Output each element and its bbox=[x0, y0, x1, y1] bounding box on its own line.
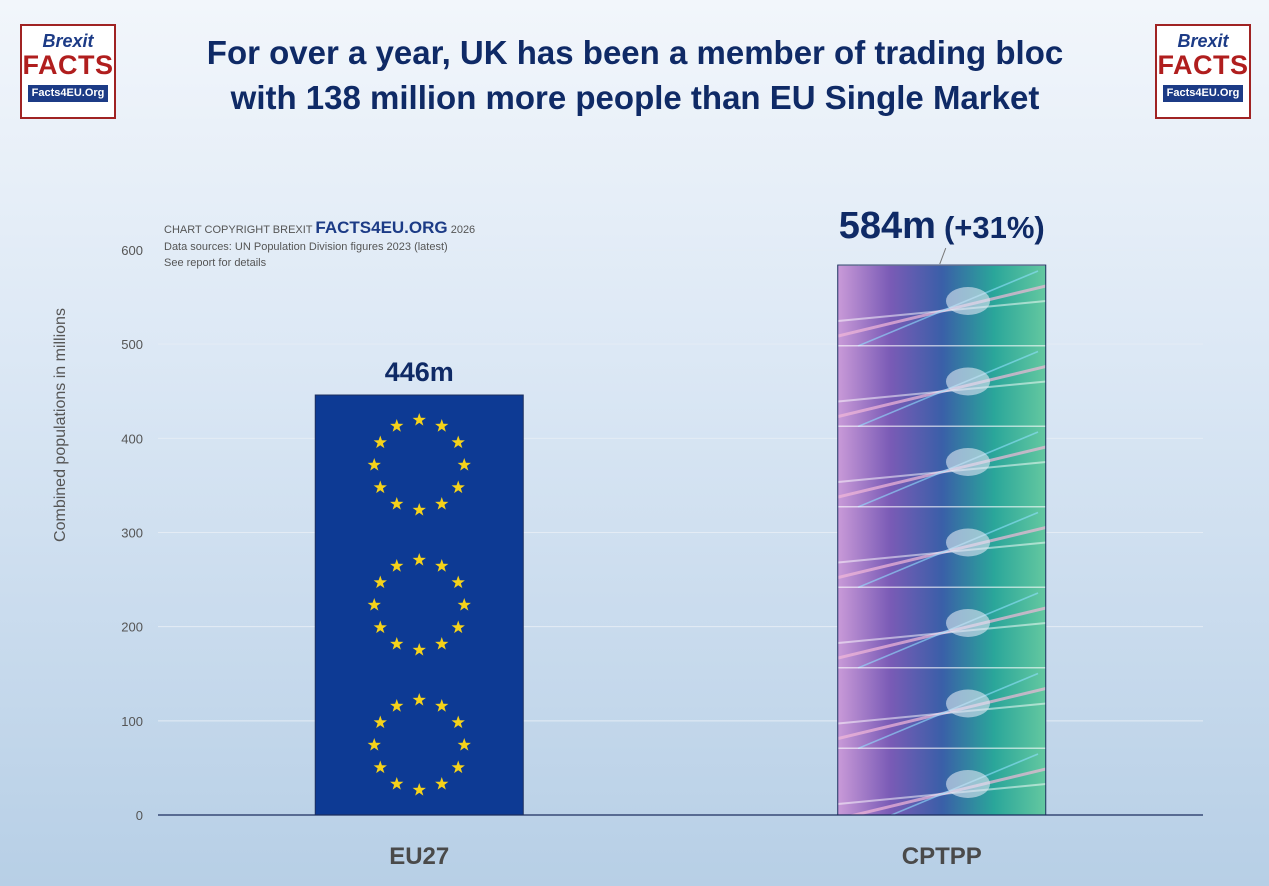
x-axis-ticks: EU27 CPTPP bbox=[389, 843, 982, 870]
eu-star-icon bbox=[412, 413, 426, 426]
logo-facts-text: FACTS bbox=[22, 50, 114, 80]
eu-star-icon bbox=[435, 776, 449, 790]
eu-star-icon bbox=[457, 598, 471, 611]
eu-star-icon bbox=[412, 553, 426, 566]
logo-url-text: Facts4EU.Org bbox=[28, 85, 108, 102]
bar-cptpp bbox=[837, 264, 1047, 816]
eu-star-icon bbox=[390, 776, 404, 790]
eu-star-icon bbox=[367, 738, 381, 751]
eu-star-icon bbox=[412, 783, 426, 796]
eu-star-icon bbox=[435, 496, 449, 510]
bar-eu27 bbox=[314, 394, 524, 816]
eu-star-icon bbox=[373, 575, 387, 589]
eu-star-icon bbox=[457, 738, 471, 751]
chart-title-line-1: For over a year, UK has been a member of… bbox=[206, 34, 1064, 71]
data-labels: 446m 584m (+31%) bbox=[385, 205, 1045, 387]
y-tick-label: 300 bbox=[121, 526, 143, 541]
y-tick-label: 600 bbox=[121, 243, 143, 258]
brexit-facts-logo-left: Brexit FACTS Facts4EU.Org bbox=[20, 24, 116, 119]
eu-star-icon bbox=[373, 760, 387, 774]
eu-star-icon bbox=[435, 699, 449, 712]
eu-star-icon bbox=[390, 496, 404, 510]
eu-star-icon bbox=[451, 760, 465, 774]
eu-star-icon bbox=[390, 419, 404, 432]
copyright-prefix: CHART COPYRIGHT BREXIT bbox=[164, 224, 313, 236]
y-tick-label: 0 bbox=[136, 808, 143, 823]
copyright-notice: CHART COPYRIGHT BREXIT FACTS4EU.ORG 2026… bbox=[164, 219, 475, 271]
eu-star-icon bbox=[373, 715, 387, 729]
data-label-cptpp: 584m (+31%) bbox=[839, 205, 1045, 247]
eu-star-icon bbox=[451, 620, 465, 634]
eu-star-icon bbox=[367, 458, 381, 471]
x-tick-label-cptpp: CPTPP bbox=[902, 843, 982, 870]
eu-star-icon bbox=[435, 419, 449, 432]
logo-url-text: Facts4EU.Org bbox=[1163, 85, 1243, 102]
copyright-year: 2026 bbox=[450, 224, 476, 236]
eu-star-icon bbox=[451, 435, 465, 449]
y-axis-label: Combined populations in millions bbox=[52, 308, 69, 542]
y-tick-label: 100 bbox=[121, 714, 143, 729]
eu-star-icon bbox=[373, 435, 387, 449]
chart-title: For over a year, UK has been a member of… bbox=[130, 30, 1140, 120]
eu-star-icon bbox=[435, 559, 449, 572]
y-tick-label: 500 bbox=[121, 337, 143, 352]
eu-star-icon bbox=[373, 480, 387, 494]
eu-star-icon bbox=[390, 636, 404, 650]
y-tick-label: 400 bbox=[121, 431, 143, 446]
y-axis-ticks: 0 100 200 300 400 500 600 bbox=[121, 243, 143, 823]
eu-star-icon bbox=[367, 598, 381, 611]
report-note-text: See report for details bbox=[164, 257, 267, 269]
bars bbox=[314, 264, 1047, 816]
eu-star-icon bbox=[412, 693, 426, 706]
data-label-eu27: 446m bbox=[385, 357, 454, 387]
eu-star-icon bbox=[390, 559, 404, 572]
eu-star-icon bbox=[451, 480, 465, 494]
eu-star-icon bbox=[435, 636, 449, 650]
eu-star-icon bbox=[451, 715, 465, 729]
logo-brexit-text: Brexit bbox=[1177, 31, 1229, 51]
data-label-leader-line bbox=[939, 247, 947, 265]
eu-star-icon bbox=[373, 620, 387, 634]
copyright-brand: FACTS4EU.ORG bbox=[315, 218, 448, 237]
x-tick-label-eu27: EU27 bbox=[389, 843, 449, 870]
eu-star-icon bbox=[457, 458, 471, 471]
logo-brexit-text: Brexit bbox=[42, 31, 94, 51]
eu-star-icon bbox=[451, 575, 465, 589]
eu-star-icon bbox=[390, 699, 404, 712]
y-tick-label: 200 bbox=[121, 620, 143, 635]
data-sources-text: Data sources: UN Population Division fig… bbox=[164, 241, 448, 253]
eu-star-icon bbox=[412, 643, 426, 656]
brexit-facts-logo-right: Brexit FACTS Facts4EU.Org bbox=[1155, 24, 1251, 119]
eu-star-icon bbox=[412, 503, 426, 516]
logo-facts-text: FACTS bbox=[1157, 50, 1249, 80]
chart-title-line-2: with 138 million more people than EU Sin… bbox=[230, 79, 1040, 116]
